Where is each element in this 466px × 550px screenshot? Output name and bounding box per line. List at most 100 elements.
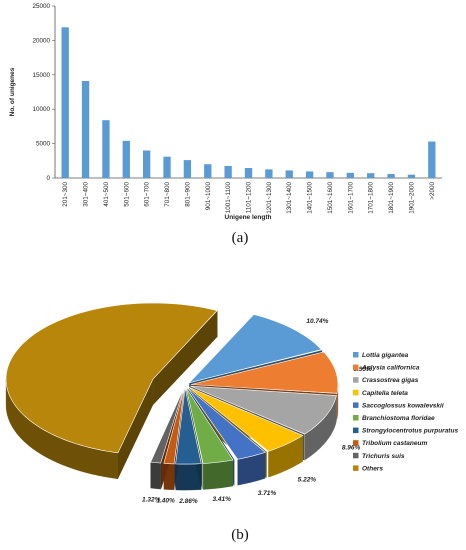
y-tick-label: 20000 xyxy=(32,37,50,44)
x-tick-label: 1201~1300 xyxy=(266,182,273,214)
pie-value-label: 2.86% xyxy=(178,498,198,505)
pie-slice xyxy=(175,388,202,465)
pie-slice xyxy=(150,387,185,464)
x-tick-label: 1101~1200 xyxy=(246,182,253,214)
legend-swatch xyxy=(353,415,359,421)
legend-entry: Crassostrea gigas xyxy=(362,377,419,384)
y-tick-label: 5000 xyxy=(36,141,51,148)
legend-entry: Branchiostoma floridae xyxy=(362,415,435,422)
pie-value-label: 3.71% xyxy=(258,490,277,497)
bar xyxy=(305,171,314,178)
x-tick-label: 1801~1900 xyxy=(388,182,395,214)
y-tick-label: 0 xyxy=(46,175,50,182)
x-tick-label: 1601~1700 xyxy=(347,182,354,214)
pie-slice xyxy=(188,387,304,452)
panel-a-caption: (a) xyxy=(232,230,249,246)
pie-value-label: 3.41% xyxy=(213,496,232,503)
bar xyxy=(265,169,273,178)
bar xyxy=(367,173,375,178)
bar xyxy=(204,164,212,178)
pie-slice-cut xyxy=(153,310,218,406)
pie-chart-value-labels: 10.74% 8.99% 8.96% 5.22% 3.71% 3.41% 2.86%1.40… xyxy=(142,318,372,505)
pie-value-label: 1.40% xyxy=(156,498,175,505)
pie-slice-side xyxy=(202,459,234,490)
panel-b-caption: (b) xyxy=(231,527,249,543)
bar xyxy=(428,141,436,178)
pie-chart-slices xyxy=(5,302,339,465)
pie-slice xyxy=(187,387,266,460)
x-tick-label: 1301~1400 xyxy=(286,182,293,214)
pie-value-label: 8.96% xyxy=(342,445,361,452)
legend-swatch xyxy=(353,352,359,358)
legend-entry: Strongylocentrotus purpuratus xyxy=(362,428,458,435)
x-tick-label: >2000 xyxy=(429,182,436,200)
x-tick-label: 901~1000 xyxy=(205,182,212,211)
x-tick-label: 501~600 xyxy=(123,182,130,207)
bar xyxy=(163,156,171,178)
bar xyxy=(326,172,334,178)
bar xyxy=(102,120,110,178)
legend-swatch xyxy=(353,452,359,459)
y-tick-label: 10000 xyxy=(32,106,50,113)
legend-swatch xyxy=(353,377,359,383)
legend-entry: Aplysia californica xyxy=(361,365,420,372)
bar-chart-y-axis-title: No. of unigenes xyxy=(9,67,16,116)
x-tick-label: 801~900 xyxy=(184,182,191,207)
pie-value-label: 5.22% xyxy=(298,476,317,483)
pie-slice xyxy=(190,385,337,435)
legend-entry: Others xyxy=(362,465,383,472)
x-tick-label: 1401~1500 xyxy=(307,182,314,214)
pie-slice xyxy=(5,302,218,454)
y-tick-label: 25000 xyxy=(32,3,50,10)
pie-slice xyxy=(188,314,322,384)
pie-slice-side xyxy=(150,461,161,490)
legend-entry: Saccoglossus kowalevskii xyxy=(362,402,444,409)
pie-slice xyxy=(163,388,185,465)
legend-entry: Tribolium castaneum xyxy=(362,440,427,447)
x-tick-label: 1901~2000 xyxy=(408,182,415,214)
bar-chart-y-ticks: 0 5000 10000 15000 20000 25000 xyxy=(32,3,55,182)
pie-chart-legend: Lottia gigantea Aplysia californica Crasso… xyxy=(353,352,458,472)
bar-chart-unigene-length: 0 5000 10000 15000 20000 25000 201~300 301~400… xyxy=(9,3,442,221)
bar-chart-x-tick-labels: 201~300 301~400 401~500 501~600 601~700 701~8… xyxy=(62,182,436,214)
x-tick-label: 301~400 xyxy=(83,182,90,207)
bar xyxy=(407,174,416,178)
x-tick-label: 1001~1100 xyxy=(225,182,232,214)
pie-value-label: 10.74% xyxy=(306,318,328,325)
bar xyxy=(61,27,69,178)
x-tick-label: 1701~1800 xyxy=(368,182,375,214)
pie-chart-species-distribution: 10.74% 8.99% 8.96% 5.22% 3.71% 3.41% 2.86%1.40… xyxy=(5,302,372,505)
x-tick-label: 701~800 xyxy=(164,182,171,207)
pie-slice xyxy=(190,351,339,394)
x-tick-label: 401~500 xyxy=(103,182,110,207)
legend-swatch xyxy=(353,427,359,434)
legend-swatch xyxy=(353,364,359,371)
x-tick-label: 201~300 xyxy=(62,182,69,207)
pie-value-label: 8.99% xyxy=(353,366,372,373)
legend-entry: Lottia gigantea xyxy=(362,352,409,359)
x-tick-label: 601~700 xyxy=(144,182,151,207)
bar xyxy=(81,80,90,178)
bar xyxy=(224,165,232,178)
legend-swatch xyxy=(353,465,359,471)
bar xyxy=(285,170,293,178)
bar xyxy=(387,174,395,178)
bar xyxy=(142,150,151,178)
bar-chart-bars xyxy=(61,27,436,178)
bar xyxy=(346,172,355,178)
legend-entry: Trichuris suis xyxy=(362,453,405,460)
legend-entry: Capitella teleta xyxy=(362,390,408,397)
y-tick-label: 15000 xyxy=(32,72,50,79)
pie-value-label: 1.32% xyxy=(142,496,161,503)
pie-slice xyxy=(185,387,234,464)
bar xyxy=(244,168,253,178)
legend-swatch xyxy=(353,440,359,446)
pie-slice-cut xyxy=(117,379,154,479)
legend-swatch xyxy=(353,402,359,408)
x-tick-label: 1501~1600 xyxy=(327,182,334,214)
bar xyxy=(183,160,192,178)
bar xyxy=(122,140,130,178)
legend-swatch xyxy=(353,389,359,396)
bar-chart-x-axis-title: Unigene length xyxy=(225,214,272,221)
